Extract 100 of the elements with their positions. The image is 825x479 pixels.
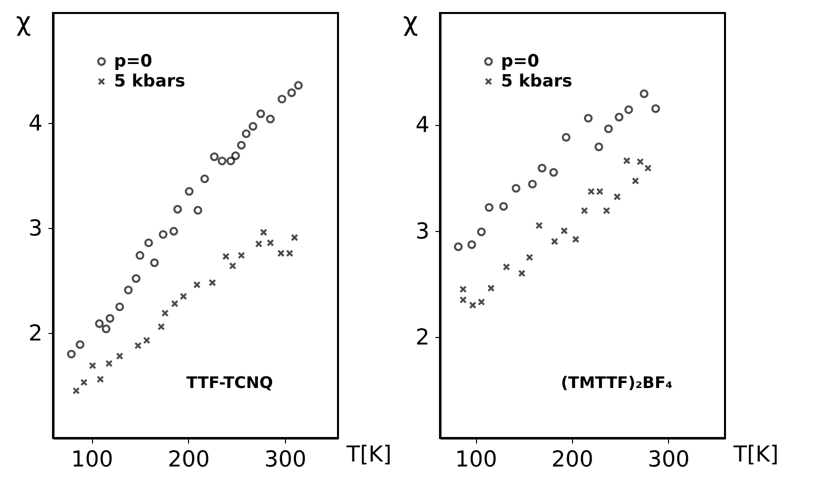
point: [124, 286, 133, 294]
point: [255, 240, 262, 248]
y-tick-label: 3: [28, 216, 42, 242]
point: [294, 81, 303, 90]
point: [613, 193, 621, 200]
point: [260, 228, 268, 236]
x-tick-label: 300: [648, 448, 690, 472]
point: [158, 230, 168, 239]
point: [502, 263, 510, 271]
point: [88, 362, 96, 370]
y-tick-label: 2: [416, 326, 430, 351]
x-axis-title: T[K]: [732, 442, 779, 468]
point: [518, 270, 526, 277]
point: [538, 164, 546, 172]
point: [290, 234, 298, 242]
point: [644, 164, 652, 172]
y-tick-label: 4: [416, 113, 430, 138]
point: [102, 324, 110, 334]
point: [459, 286, 467, 293]
x-tick-label: 300: [264, 448, 306, 472]
point: [535, 222, 543, 230]
point: [512, 184, 520, 193]
point: [144, 238, 153, 248]
point: [287, 88, 296, 98]
point: [526, 254, 534, 262]
point: [278, 94, 286, 104]
point: [96, 376, 104, 383]
point: [478, 298, 486, 306]
point: [469, 302, 476, 309]
point: [67, 350, 76, 358]
point: [218, 156, 226, 166]
point: [169, 226, 178, 236]
point: [484, 203, 494, 212]
point: [572, 236, 580, 243]
point: [106, 314, 114, 323]
point: [184, 187, 194, 196]
point: [550, 238, 558, 246]
point: [158, 323, 165, 330]
point: [286, 250, 294, 257]
point: [454, 242, 463, 252]
point: [173, 204, 182, 214]
point: [194, 206, 202, 215]
point: [229, 262, 236, 270]
x-tick-label: 200: [168, 448, 210, 472]
point: [266, 239, 274, 246]
point: [459, 296, 467, 304]
point: [587, 188, 595, 196]
x-tick-label: 200: [551, 448, 594, 472]
point: [277, 250, 285, 257]
point: [651, 104, 660, 113]
point: [499, 202, 508, 211]
point: [584, 114, 593, 123]
point: [161, 309, 169, 317]
y-tick-label: 4: [28, 112, 42, 137]
point: [231, 151, 240, 160]
x-tick-label: 100: [455, 448, 498, 472]
point: [624, 105, 634, 114]
point: [614, 112, 624, 122]
y-axis-title: χ: [16, 8, 32, 38]
legend-label: 5 kbars: [114, 72, 186, 92]
point: [180, 292, 188, 300]
point: [640, 89, 648, 98]
point: [200, 174, 210, 184]
point: [72, 387, 80, 394]
point: [80, 378, 88, 386]
point: [528, 180, 537, 188]
legend-label: p=0: [114, 52, 152, 72]
point: [171, 300, 178, 308]
point: [115, 302, 124, 312]
point: [132, 274, 140, 283]
point: [143, 336, 150, 344]
point: [210, 152, 219, 162]
legend-label: 5 kbars: [501, 72, 572, 92]
point: [237, 140, 246, 150]
point: [134, 342, 142, 350]
point: [602, 206, 610, 214]
point: [580, 206, 588, 214]
point: [467, 240, 476, 249]
point: [105, 360, 113, 368]
point: [549, 168, 558, 177]
point: [116, 352, 124, 360]
legend-label: p=0: [501, 52, 540, 72]
point: [248, 122, 258, 131]
point: [256, 109, 266, 118]
point: [136, 251, 144, 260]
point: [636, 158, 644, 166]
point: [238, 252, 246, 260]
y-tick-label: 2: [28, 322, 42, 347]
point: [604, 124, 613, 134]
point: [596, 188, 604, 196]
y-tick-label: 3: [416, 219, 430, 244]
point: [623, 157, 630, 164]
point: [242, 129, 251, 138]
point: [150, 258, 159, 268]
point: [193, 281, 201, 288]
point: [76, 340, 84, 349]
point: [477, 228, 486, 236]
point: [95, 319, 104, 328]
point: [560, 227, 568, 234]
point: [222, 252, 230, 260]
